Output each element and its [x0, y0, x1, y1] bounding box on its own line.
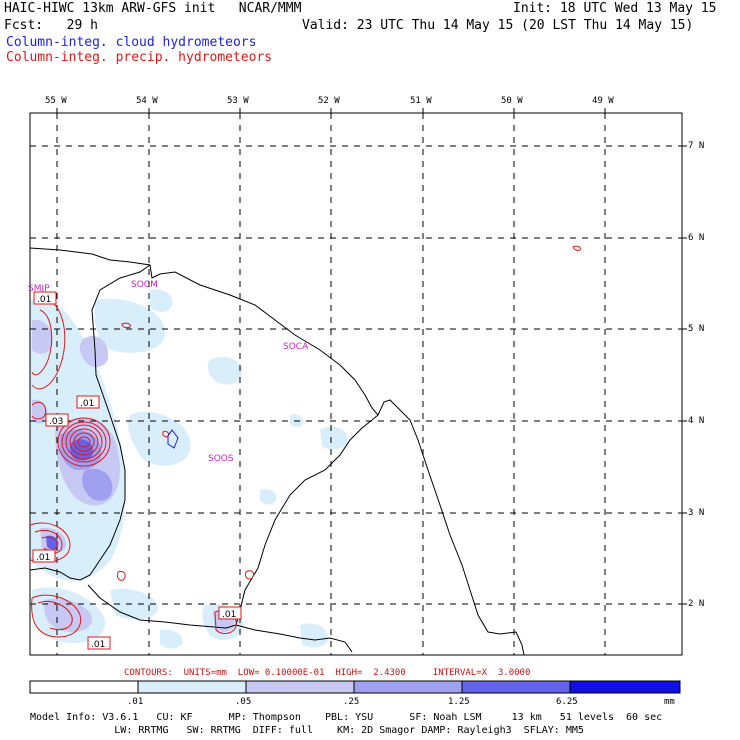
lat-label-2n: 2 N [688, 599, 705, 609]
station-socm: SOCM [131, 280, 158, 290]
colorbar-tick-3: .25 [343, 697, 360, 707]
field-cloud-label: Column-integ. cloud hydrometeors [6, 35, 257, 50]
forecast-hour: Fcst: 29 h [4, 18, 98, 33]
station-soca: SOCA [283, 342, 309, 352]
colorbar-tick-4: 1.25 [448, 697, 470, 707]
svg-text:.01: .01 [37, 295, 51, 305]
colorbar-unit: mm [664, 697, 675, 707]
lon-label-54w: 54 W [136, 96, 158, 106]
model-title: HAIC-HIWC 13km ARW-GFS init NCAR/MMM [4, 1, 302, 16]
tick-marks [56, 108, 687, 605]
lon-label-55w: 55 W [45, 96, 67, 106]
svg-text:.01: .01 [36, 553, 50, 563]
svg-text:.01: .01 [222, 610, 236, 620]
contour-label-2: .01 [76, 395, 100, 409]
station-smjp: SMJP [28, 284, 50, 294]
lat-label-6n: 6 N [688, 233, 705, 243]
contour-info: CONTOURS: UNITS=mm LOW= 0.10000E-01 HIGH… [124, 668, 531, 678]
init-time: Init: 18 UTC Wed 13 May 15 [513, 1, 717, 16]
colorbar-tick-2: .05 [235, 697, 252, 707]
colorbar-tick-5: 6.25 [556, 697, 578, 707]
svg-text:.01: .01 [80, 399, 94, 409]
lat-label-3n: 3 N [688, 508, 705, 518]
svg-text:.01: .01 [91, 640, 105, 650]
station-soos: SOOS [208, 454, 234, 464]
svg-text:.03: .03 [49, 417, 63, 427]
contour-label-4: .01 [32, 549, 56, 563]
contour-label-6: .01 [87, 636, 111, 650]
contour-label-5: .01 [218, 606, 242, 620]
lat-label-5n: 5 N [688, 324, 705, 334]
lat-label-4n: 4 N [688, 416, 705, 426]
cloud-contours [167, 429, 179, 449]
colorbar [29, 680, 681, 694]
field-precip-label: Column-integ. precip. hydrometeors [6, 50, 273, 65]
plot-frame [29, 112, 683, 656]
model-info-line2: LW: RRTMG SW: RRTMG DIFF: full KM: 2D Sm… [30, 725, 584, 736]
lon-label-51w: 51 W [410, 96, 432, 106]
lon-label-49w: 49 W [592, 96, 614, 106]
model-info-line1: Model Info: V3.6.1 CU: KF MP: Thompson P… [30, 712, 663, 723]
valid-time: Valid: 23 UTC Thu 14 May 15 (20 LST Thu … [302, 18, 694, 33]
contour-label-3: .03 [45, 413, 69, 427]
coastlines [29, 247, 525, 656]
lon-label-53w: 53 W [227, 96, 249, 106]
lon-label-52w: 52 W [318, 96, 340, 106]
lat-lon-grid [30, 113, 682, 655]
colorbar-tick-1: .01 [127, 697, 144, 707]
contour-label-1: .01 [33, 291, 57, 305]
lat-label-7n: 7 N [688, 141, 705, 151]
lon-label-50w: 50 W [501, 96, 523, 106]
